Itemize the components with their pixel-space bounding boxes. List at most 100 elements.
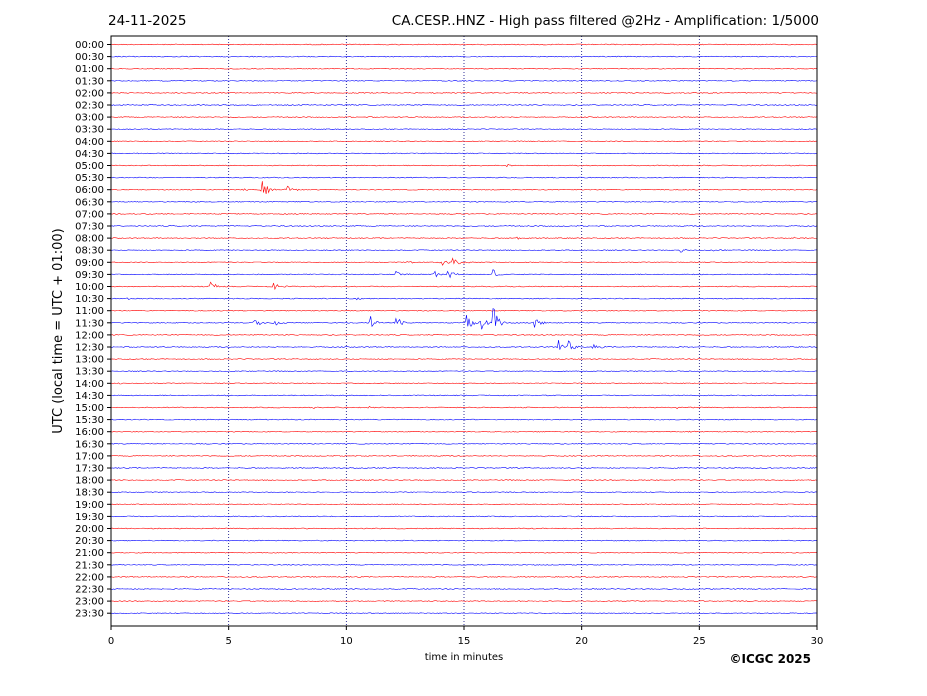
y-tick-label: 17:30 [75, 464, 104, 475]
trace-row [110, 152, 818, 155]
y-tick-label: 12:30 [75, 343, 104, 354]
trace-row [110, 80, 818, 82]
y-tick-label: 02:30 [75, 101, 104, 112]
x-tick-label: 25 [693, 636, 706, 647]
trace-row [110, 248, 818, 253]
y-tick-label: 12:00 [75, 330, 104, 341]
trace-row [110, 116, 818, 118]
y-tick-label: 23:30 [75, 609, 104, 620]
trace-row [110, 564, 818, 566]
y-tick-label: 11:00 [75, 306, 104, 317]
trace-row [110, 394, 817, 397]
trace-row [110, 257, 818, 266]
plot-frame [110, 35, 818, 627]
x-axis-ticks: 0 5 10 15 20 25 30 [108, 626, 824, 647]
y-tick-label: 02:00 [75, 88, 104, 99]
y-tick-label: 01:30 [75, 76, 104, 87]
y-tick-label: 08:30 [75, 246, 104, 257]
trace-row [110, 140, 817, 143]
y-tick-label: 06:30 [75, 197, 104, 208]
y-tick-label: 15:30 [75, 415, 104, 426]
y-tick-label: 20:30 [75, 536, 104, 547]
trace-row [110, 225, 818, 227]
y-tick-label: 10:30 [75, 294, 104, 305]
trace-row [110, 418, 818, 421]
y-tick-label: 00:30 [75, 52, 104, 63]
y-tick-label: 14:30 [75, 391, 104, 402]
y-tick-label: 09:30 [75, 270, 104, 281]
vertical-grid [228, 36, 700, 626]
trace-row [110, 67, 818, 70]
x-tick-label: 15 [458, 636, 471, 647]
y-tick-label: 11:30 [75, 318, 104, 329]
x-tick-label: 5 [225, 636, 231, 647]
trace-row [110, 334, 818, 336]
y-tick-label: 23:00 [75, 597, 104, 608]
y-tick-label: 10:00 [75, 282, 104, 293]
trace-row [110, 309, 818, 312]
trace-row [110, 176, 818, 179]
trace-row [110, 181, 818, 194]
trace-row [110, 269, 818, 279]
y-tick-label: 06:00 [75, 185, 104, 196]
trace-row [110, 588, 818, 590]
trace-row [110, 236, 817, 240]
trace-row [110, 503, 818, 506]
trace-row [110, 443, 818, 445]
y-tick-label: 16:00 [75, 427, 104, 438]
trace-row [110, 491, 818, 493]
trace-row [110, 128, 818, 130]
y-tick-label: 18:00 [75, 476, 104, 487]
trace-row [110, 55, 818, 58]
y-tick-label: 20:00 [75, 524, 104, 535]
trace-row [110, 339, 817, 350]
y-tick-label: 03:30 [75, 125, 104, 136]
y-axis-label: UTC (local time = UTC + 01:00) [51, 228, 66, 433]
trace-row [110, 382, 818, 385]
trace-row [110, 308, 818, 330]
trace-row [110, 576, 818, 578]
trace-row [110, 370, 818, 372]
x-tick-label: 0 [108, 636, 114, 647]
y-tick-label: 05:30 [75, 173, 104, 184]
y-tick-label: 15:00 [75, 403, 104, 414]
y-tick-label: 16:30 [75, 439, 104, 450]
x-tick-label: 30 [811, 636, 824, 647]
y-tick-label: 13:30 [75, 367, 104, 378]
trace-row [110, 358, 818, 360]
trace-row [111, 551, 818, 554]
y-tick-label: 05:00 [75, 161, 104, 172]
date-label: 24-11-2025 [108, 13, 186, 29]
x-tick-label: 10 [340, 636, 353, 647]
y-tick-label: 08:00 [75, 234, 104, 245]
chart-title: CA.CESP..HNZ - High pass filtered @2Hz -… [392, 13, 819, 29]
trace-rows [110, 43, 818, 614]
trace-row [110, 527, 818, 530]
trace-row [110, 455, 818, 457]
y-tick-label: 03:00 [75, 113, 104, 124]
y-tick-label: 07:00 [75, 209, 104, 220]
y-tick-label: 14:00 [75, 379, 104, 390]
trace-row [110, 515, 817, 518]
y-tick-label: 22:30 [75, 585, 104, 596]
trace-row [110, 600, 818, 602]
y-tick-label: 01:00 [75, 64, 104, 75]
trace-row [110, 467, 818, 469]
y-tick-label: 04:30 [75, 149, 104, 160]
x-axis-label: time in minutes [425, 652, 504, 663]
trace-row [110, 163, 818, 168]
trace-row [110, 92, 818, 94]
x-tick-label: 20 [575, 636, 588, 647]
trace-row [110, 297, 818, 301]
trace-row [110, 539, 818, 542]
trace-row [110, 430, 818, 433]
trace-row [110, 281, 818, 291]
y-tick-label: 07:30 [75, 222, 104, 233]
y-tick-label: 21:00 [75, 548, 104, 559]
trace-row [110, 104, 818, 106]
trace-row [111, 43, 818, 46]
y-tick-label: 13:00 [75, 355, 104, 366]
y-tick-label: 19:00 [75, 500, 104, 511]
